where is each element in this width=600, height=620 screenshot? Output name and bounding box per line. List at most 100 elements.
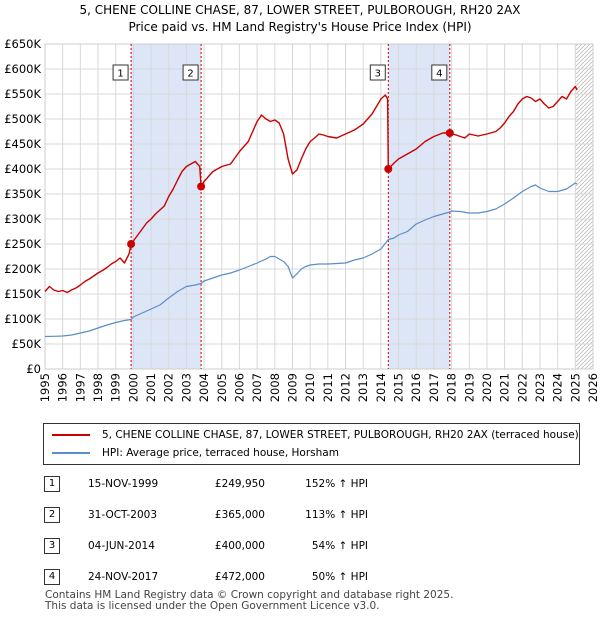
sale-date: 15-NOV-1999	[88, 478, 159, 490]
sale-hpi-change: 54% ↑ HPI	[311, 540, 368, 552]
sale-number: 1	[44, 476, 60, 492]
y-tick-label: £450K	[4, 137, 41, 151]
x-tick-label: 2007	[250, 373, 264, 402]
x-tick-label: 2019	[462, 373, 476, 402]
y-tick-label: £600K	[4, 62, 41, 76]
sale-hpi-change: 152% ↑ HPI	[305, 478, 368, 490]
legend: 5, CHENE COLLINE CHASE, 87, LOWER STREET…	[43, 423, 580, 465]
sale-date: 24-NOV-2017	[88, 571, 159, 583]
y-tick-label: £0	[26, 362, 41, 376]
x-tick-label: 2023	[533, 373, 547, 402]
plot-frame	[44, 43, 594, 370]
x-tick-label: 1997	[73, 373, 87, 402]
shaded-range	[131, 44, 202, 369]
x-tick-label: 2020	[480, 373, 494, 402]
sale-price: £249,950	[214, 478, 265, 490]
title-line-2: Price paid vs. HM Land Registry's House …	[128, 20, 472, 34]
y-tick-label: £200K	[4, 262, 41, 276]
sale-row: 3 04-JUN-2014 £400,000 54% ↑ HPI	[0, 537, 600, 555]
hpi-line	[44, 182, 578, 338]
footer-line-2: This data is licensed under the Open Gov…	[45, 600, 380, 612]
y-tick-label: £250K	[4, 237, 41, 251]
sale-label-box	[369, 64, 386, 81]
x-tick-label: 2015	[392, 373, 406, 402]
sale-date: 31-OCT-2003	[88, 509, 157, 521]
x-tick-label: 2012	[339, 373, 353, 402]
y-tick-label: £550K	[4, 87, 41, 101]
legend-item-hpi: HPI: Average price, terraced house, Hors…	[52, 445, 339, 461]
x-tick-label: 2010	[303, 373, 317, 402]
x-tick-label: 2000	[126, 373, 140, 402]
footer: Contains HM Land Registry data © Crown c…	[45, 590, 453, 612]
x-tick-label: 2003	[179, 373, 193, 402]
x-tick-label: 2018	[445, 373, 459, 402]
sale-date: 04-JUN-2014	[88, 540, 155, 552]
sale-number: 3	[44, 538, 60, 554]
sale-label-box	[182, 64, 199, 81]
y-tick-label: £400K	[4, 162, 41, 176]
sale-label: 2	[187, 69, 193, 80]
sale-row: 4 24-NOV-2017 £472,000 50% ↑ HPI	[0, 568, 600, 586]
x-tick-label: 2022	[515, 373, 529, 402]
sale-label-box	[431, 64, 448, 81]
sale-price: £472,000	[214, 571, 265, 583]
sale-number: 4	[44, 569, 60, 585]
sale-point	[197, 182, 206, 191]
sale-markers: 1 2 3 4	[112, 64, 454, 249]
chart-title: 5, CHENE COLLINE CHASE, 87, LOWER STREET…	[0, 2, 600, 36]
sale-row: 2 31-OCT-2003 £365,000 113% ↑ HPI	[0, 506, 600, 524]
x-tick-label: 2017	[427, 373, 441, 402]
x-tick-label: 2004	[197, 373, 211, 402]
sale-hpi-change: 50% ↑ HPI	[311, 571, 368, 583]
x-tick-label: 1999	[109, 373, 123, 402]
x-tick-label: 1995	[38, 373, 52, 402]
x-tick-label: 2002	[162, 373, 176, 402]
x-tick-label: 2021	[498, 373, 512, 402]
footer-line-1: Contains HM Land Registry data © Crown c…	[45, 589, 454, 601]
x-tick-label: 2024	[551, 373, 565, 402]
legend-swatch-red	[52, 434, 90, 436]
sale-label: 3	[375, 69, 381, 80]
y-tick-label: £500K	[4, 112, 41, 126]
x-tick-label: 2025	[568, 373, 582, 402]
sale-price: £400,000	[214, 540, 265, 552]
x-tick-label: 2009	[285, 373, 299, 402]
y-tick-label: £50K	[12, 337, 42, 351]
x-tick-label: 2016	[409, 373, 423, 402]
sale-label: 1	[117, 69, 123, 80]
gridlines	[44, 43, 594, 370]
x-tick-label: 2005	[215, 373, 229, 402]
sale-point	[445, 129, 454, 137]
future-hatch	[575, 44, 593, 369]
sale-point	[127, 240, 136, 249]
y-tick-label: £350K	[4, 187, 41, 201]
sale-label-box	[112, 64, 129, 81]
x-tick-label: 1998	[91, 373, 105, 402]
y-tick-label: £300K	[4, 212, 41, 226]
legend-item-property: 5, CHENE COLLINE CHASE, 87, LOWER STREET…	[52, 427, 579, 443]
legend-label-hpi: HPI: Average price, terraced house, Hors…	[102, 447, 339, 459]
x-tick-label: 2006	[232, 373, 246, 402]
sale-hpi-change: 113% ↑ HPI	[305, 509, 368, 521]
sale-row: 1 15-NOV-1999 £249,950 152% ↑ HPI	[0, 475, 600, 493]
sale-number: 2	[44, 507, 60, 523]
sale-point	[384, 165, 393, 173]
legend-label-property: 5, CHENE COLLINE CHASE, 87, LOWER STREET…	[102, 429, 579, 441]
y-axis: £0 £50K £100K £150K £200K £250K £300K £350K £400…	[4, 38, 41, 376]
title-line-1: 5, CHENE COLLINE CHASE, 87, LOWER STREET…	[79, 3, 521, 17]
sale-label: 4	[436, 69, 442, 80]
x-tick-label: 2013	[356, 373, 370, 402]
series-lines	[44, 85, 578, 338]
price-chart: 1 2 3 4 £0 £50K £100K £150K £200K £250K £300K £350…	[4, 38, 600, 402]
x-axis: 1995 1996 1997 1998 1999 2000 2001 2002 2003 2004…	[38, 373, 600, 402]
x-tick-label: 2011	[321, 373, 335, 402]
sale-price: £365,000	[214, 509, 265, 521]
y-tick-label: £150K	[4, 287, 41, 301]
y-tick-label: £100K	[4, 312, 41, 326]
x-tick-label: 2026	[586, 373, 600, 402]
property-price-line	[44, 85, 578, 294]
x-tick-label: 1996	[56, 373, 70, 402]
x-tick-label: 2008	[268, 373, 282, 402]
shaded-range	[388, 44, 450, 369]
legend-swatch-blue	[52, 452, 90, 454]
